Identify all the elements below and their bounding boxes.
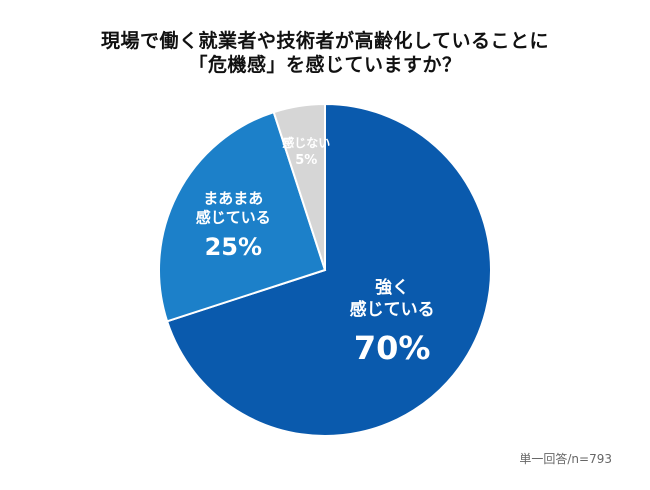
pie-slice-0 [165, 102, 492, 437]
slice-percent-2: 5% [295, 153, 317, 168]
footnote: 単一回答/n=793 [519, 452, 612, 466]
slice-label-0-line-1: 感じている [350, 299, 435, 320]
chart-title-line-2: 「危機感」を感じていますか？ [188, 54, 462, 76]
chart-title-line-1: 現場で働く就業者や技術者が高齢化していることに [101, 30, 549, 52]
slice-percent-1: 25% [205, 233, 262, 261]
slice-label-1-line-0: まあまあ [203, 189, 263, 207]
slice-label-1-line-1: 感じている [196, 208, 271, 226]
slice-label-0-line-0: 強く [375, 277, 409, 298]
pie-slice-2 [272, 102, 326, 271]
pie-slice-1 [158, 110, 327, 323]
slice-percent-0: 70% [354, 329, 431, 367]
pie-slices [158, 102, 492, 437]
slice-label-2-line-0: 感じない [282, 135, 330, 150]
